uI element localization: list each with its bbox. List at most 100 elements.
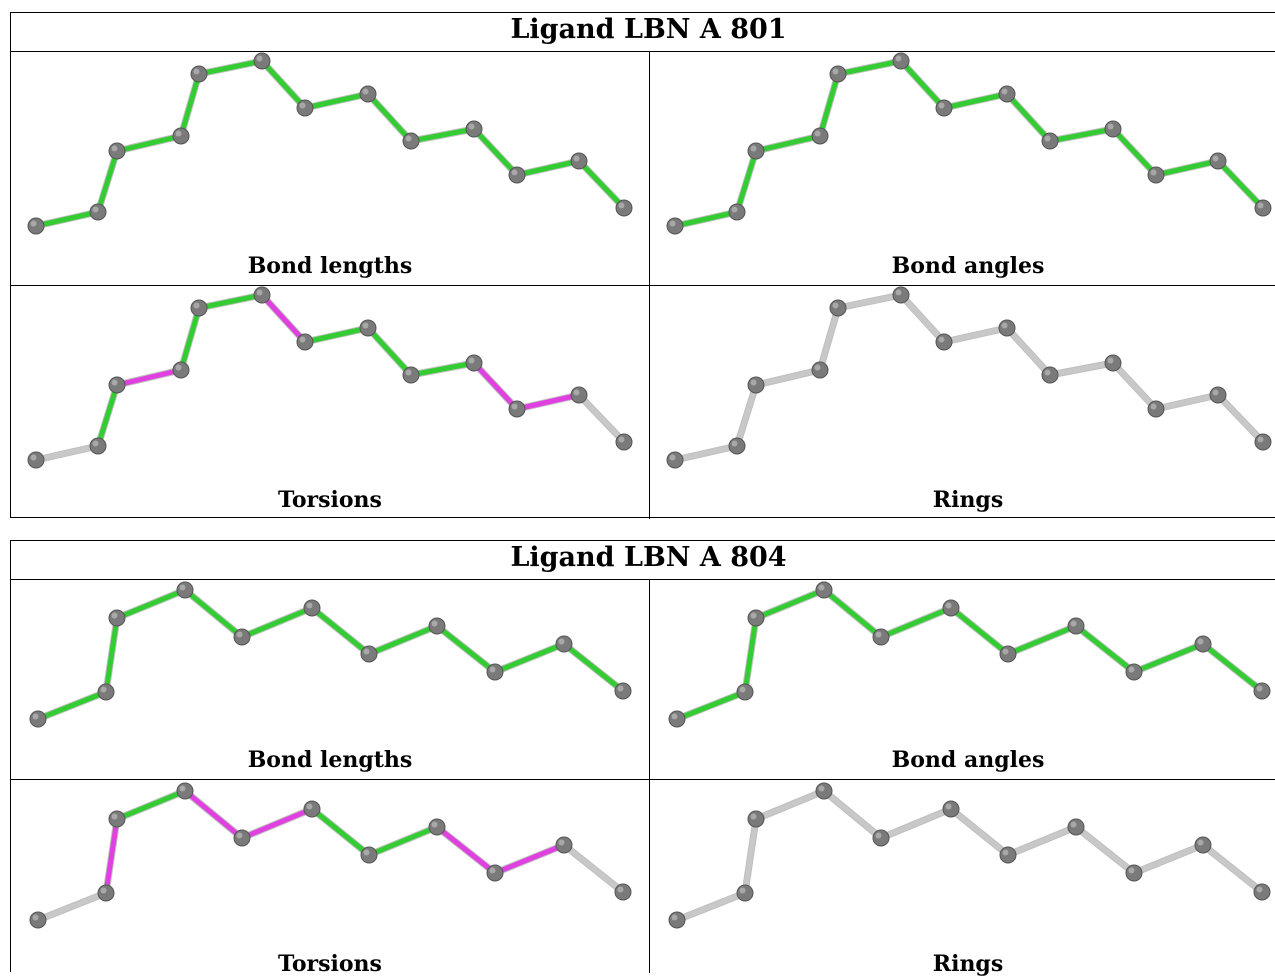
- atom-highlight: [814, 130, 821, 137]
- molecule-diagram: [668, 782, 1271, 929]
- atom-highlight: [1256, 685, 1263, 692]
- atom: [815, 581, 833, 599]
- atom-highlight: [731, 206, 738, 213]
- panel-label: Bond lengths: [247, 253, 413, 279]
- bond: [103, 615, 120, 695]
- atom-highlight: [489, 867, 496, 874]
- atom: [1067, 617, 1085, 635]
- bond: [434, 824, 498, 876]
- atom: [815, 782, 833, 800]
- atom: [1041, 132, 1059, 150]
- bond: [114, 367, 184, 388]
- atom: [108, 810, 126, 828]
- bond: [514, 158, 582, 178]
- atom-highlight: [362, 88, 369, 95]
- bond: [114, 788, 188, 822]
- atom-highlight: [1044, 369, 1051, 376]
- bond: [1200, 641, 1265, 694]
- bond: [302, 325, 371, 345]
- atom-highlight: [1128, 666, 1135, 673]
- atom: [1254, 199, 1272, 217]
- atom-highlight: [468, 357, 475, 364]
- bond: [35, 890, 109, 923]
- molecule-diagram: [29, 581, 632, 728]
- panel-label: Torsions: [278, 951, 382, 977]
- atom: [108, 142, 126, 160]
- atom: [303, 599, 321, 617]
- atom-highlight: [1001, 322, 1008, 329]
- bond: [514, 392, 582, 412]
- atom-highlight: [100, 887, 107, 894]
- atom-highlight: [938, 336, 945, 343]
- atom-highlight: [945, 803, 952, 810]
- panel-bond-lengths: Bond lengths: [11, 579, 649, 779]
- atom: [614, 682, 632, 700]
- atom: [1125, 864, 1143, 882]
- ligand-title: Ligand LBN A 801: [11, 13, 1275, 52]
- bond: [182, 788, 245, 841]
- atom: [296, 333, 314, 351]
- bond: [672, 443, 740, 463]
- atom-highlight: [617, 886, 624, 893]
- molecule-diagram: [668, 581, 1271, 728]
- atom-highlight: [750, 379, 757, 386]
- atom-highlight: [671, 713, 678, 720]
- bond: [1073, 824, 1137, 876]
- panel-label: Bond lengths: [247, 747, 413, 773]
- atom: [811, 127, 829, 145]
- bond: [471, 360, 520, 412]
- atom-highlight: [1002, 849, 1009, 856]
- atom-highlight: [1256, 886, 1263, 893]
- atom-highlight: [739, 686, 746, 693]
- atom-highlight: [1107, 123, 1114, 130]
- atom: [614, 883, 632, 901]
- atom-highlight: [1002, 648, 1009, 655]
- atom-highlight: [1150, 169, 1157, 176]
- atom: [1147, 166, 1165, 184]
- bond: [1005, 824, 1079, 858]
- atom-highlight: [671, 914, 678, 921]
- panel-label: Rings: [932, 951, 1004, 977]
- atom: [999, 846, 1017, 864]
- bond: [1047, 360, 1116, 378]
- bond: [753, 788, 827, 822]
- ligand-block-804: Ligand LBN A 804 Bond lengths Bond angle…: [10, 540, 1275, 977]
- atom-highlight: [511, 169, 518, 176]
- atom: [998, 319, 1016, 337]
- bond: [1153, 392, 1221, 412]
- bond: [576, 158, 627, 211]
- bond: [948, 605, 1011, 657]
- atom: [108, 609, 126, 627]
- bond: [561, 641, 626, 694]
- bond: [674, 689, 748, 722]
- atom: [747, 376, 765, 394]
- atom-highlight: [363, 648, 370, 655]
- atom: [615, 199, 633, 217]
- panel-rings: Rings: [649, 779, 1275, 977]
- atom-highlight: [299, 102, 306, 109]
- atom-highlight: [558, 638, 565, 645]
- atom-highlight: [405, 369, 412, 376]
- bond: [182, 587, 245, 640]
- atom: [747, 142, 765, 160]
- bond: [821, 587, 884, 640]
- atom: [1041, 366, 1059, 384]
- atom-highlight: [111, 145, 118, 152]
- bond: [878, 806, 954, 841]
- bond: [95, 382, 120, 449]
- atom-highlight: [32, 713, 39, 720]
- atom-highlight: [111, 813, 118, 820]
- bond: [434, 623, 498, 675]
- bond: [817, 71, 841, 139]
- atom: [486, 663, 504, 681]
- atom: [872, 628, 890, 646]
- atom-highlight: [179, 584, 186, 591]
- atom-highlight: [1070, 620, 1077, 627]
- bond: [941, 325, 1010, 345]
- bond: [103, 816, 120, 896]
- atom: [892, 52, 910, 70]
- atom: [428, 617, 446, 635]
- bond: [898, 58, 947, 111]
- atom: [570, 152, 588, 170]
- atom-highlight: [100, 686, 107, 693]
